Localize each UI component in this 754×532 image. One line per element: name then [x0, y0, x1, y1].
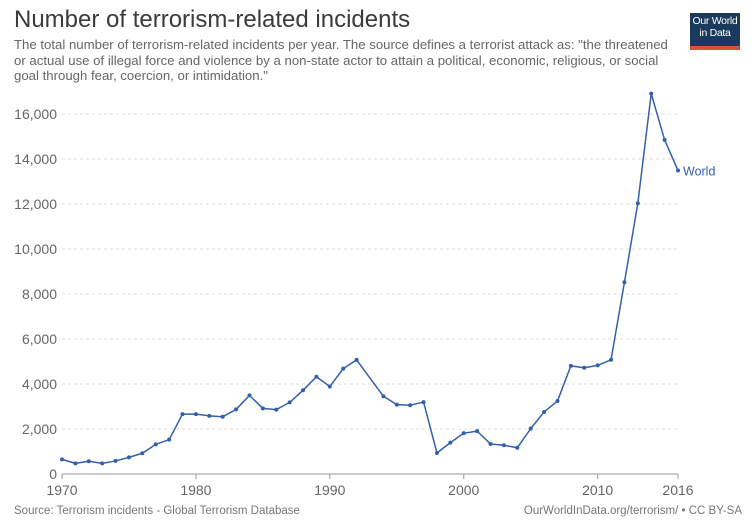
- series-label-world: World: [683, 165, 715, 179]
- data-point[interactable]: [287, 400, 292, 405]
- series-line: [61, 92, 679, 465]
- data-point[interactable]: [448, 440, 453, 445]
- data-point[interactable]: [73, 461, 78, 466]
- data-point[interactable]: [582, 365, 587, 370]
- data-point[interactable]: [635, 201, 640, 206]
- data-point[interactable]: [234, 407, 239, 412]
- y-tick-label: 8,000: [22, 286, 57, 302]
- x-tick-label: 1970: [46, 482, 77, 498]
- y-tick-label: 10,000: [14, 241, 57, 257]
- chart-title: Number of terrorism-related incidents: [14, 6, 411, 33]
- source-note: Source: Terrorism incidents - Global Ter…: [14, 505, 300, 517]
- data-point[interactable]: [153, 442, 158, 447]
- data-point[interactable]: [609, 357, 614, 362]
- data-point[interactable]: [193, 412, 198, 417]
- data-point[interactable]: [408, 403, 413, 408]
- data-point[interactable]: [327, 384, 332, 389]
- data-point[interactable]: [475, 429, 480, 434]
- data-point[interactable]: [501, 443, 506, 448]
- data-point[interactable]: [167, 437, 172, 442]
- grid-lines: [62, 113, 678, 430]
- data-point[interactable]: [354, 357, 359, 362]
- data-point[interactable]: [381, 394, 386, 399]
- data-point[interactable]: [180, 412, 185, 417]
- data-point[interactable]: [421, 400, 426, 405]
- logo-line-1: Our World: [692, 15, 738, 27]
- data-point[interactable]: [140, 451, 145, 456]
- data-point[interactable]: [220, 414, 225, 419]
- data-point[interactable]: [100, 461, 105, 466]
- data-point[interactable]: [568, 363, 573, 368]
- data-point[interactable]: [528, 426, 533, 431]
- data-point[interactable]: [126, 455, 131, 460]
- data-point[interactable]: [113, 458, 118, 463]
- x-axis: 1970 1980 1990 2000 2010 2016: [46, 473, 694, 498]
- data-point[interactable]: [461, 431, 466, 436]
- y-tick-label: 4,000: [22, 376, 57, 392]
- y-tick-label: 2,000: [22, 421, 57, 437]
- data-point[interactable]: [662, 137, 667, 142]
- data-point[interactable]: [260, 406, 265, 411]
- x-tick-label: 2016: [662, 482, 693, 498]
- x-tick-label: 1990: [314, 482, 345, 498]
- owid-logo[interactable]: Our World in Data: [690, 13, 740, 50]
- logo-line-2: in Data: [699, 27, 731, 39]
- license-note[interactable]: OurWorldInData.org/terrorism/ • CC BY-SA: [523, 505, 742, 517]
- y-tick-label: 12,000: [14, 196, 57, 212]
- data-point[interactable]: [542, 409, 547, 414]
- data-point[interactable]: [434, 450, 439, 455]
- data-point[interactable]: [555, 399, 560, 404]
- chart-subtitle: The total number of terrorism-related in…: [14, 37, 668, 83]
- data-point[interactable]: [676, 168, 680, 173]
- data-point[interactable]: [341, 366, 346, 371]
- data-point[interactable]: [301, 388, 306, 393]
- x-tick-label: 2010: [582, 482, 613, 498]
- y-tick-label: 6,000: [22, 331, 57, 347]
- data-point[interactable]: [394, 402, 399, 407]
- y-tick-label: 16,000: [14, 106, 57, 122]
- data-point[interactable]: [314, 374, 319, 379]
- data-point[interactable]: [207, 413, 212, 418]
- data-point[interactable]: [515, 445, 520, 450]
- data-point[interactable]: [86, 459, 91, 464]
- y-tick-label: 14,000: [14, 151, 57, 167]
- data-point[interactable]: [595, 363, 600, 368]
- data-point[interactable]: [649, 91, 654, 96]
- data-point[interactable]: [274, 407, 279, 412]
- data-point[interactable]: [488, 442, 493, 447]
- y-axis: 0 2,000 4,000 6,000 8,000 10,000 12,000 14,000 1…: [14, 106, 57, 482]
- x-tick-label: 2000: [448, 482, 479, 498]
- data-point[interactable]: [247, 393, 252, 398]
- y-tick-label: 0: [49, 466, 57, 482]
- x-tick-label: 1980: [180, 482, 211, 498]
- data-point[interactable]: [60, 457, 64, 462]
- data-point[interactable]: [622, 280, 627, 285]
- series-world[interactable]: World: [60, 91, 715, 466]
